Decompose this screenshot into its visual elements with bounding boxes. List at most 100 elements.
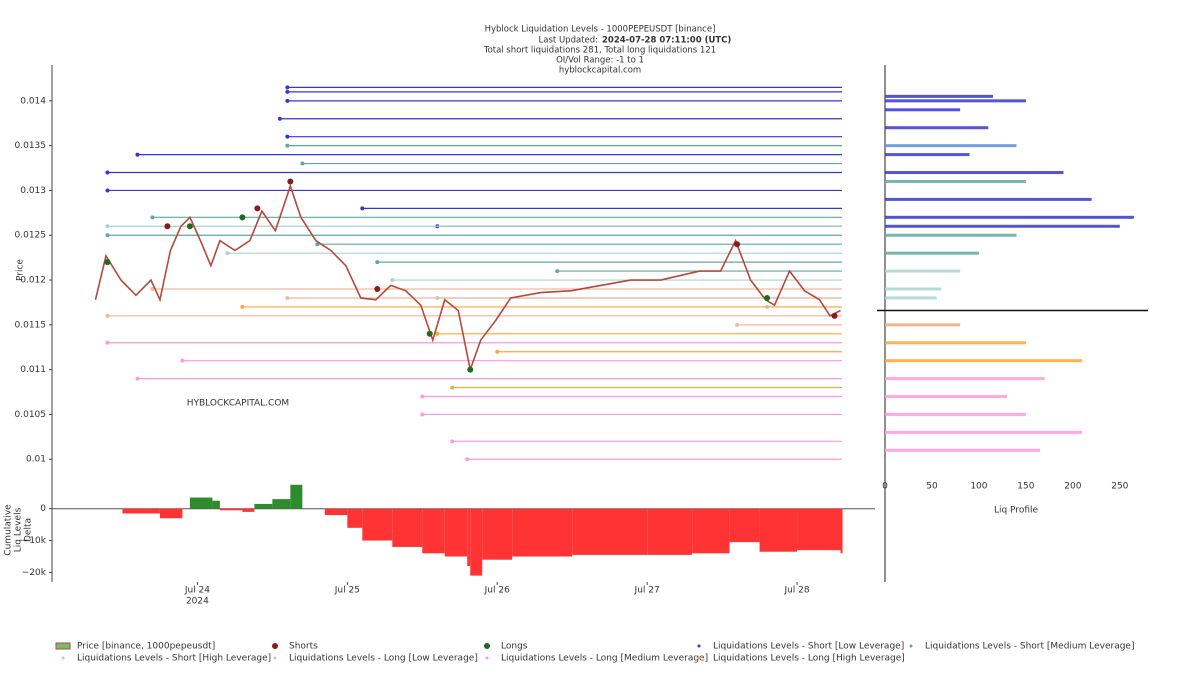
- legend-swatch: [272, 643, 278, 649]
- legend-label: Liquidations Levels - Long [Low Leverage…: [289, 654, 478, 664]
- level-start: [375, 260, 380, 265]
- delta-bar: [159, 508, 183, 519]
- y-axis-label: Cumulative: [4, 504, 14, 556]
- profile-bar: [885, 251, 979, 255]
- level-start: [450, 439, 455, 444]
- delta-bar: [219, 508, 243, 511]
- delta-bar: [254, 503, 273, 509]
- y-tick-label: −10k: [22, 536, 47, 546]
- delta-bar: [392, 508, 423, 547]
- y-tick-label: 0.0125: [15, 231, 47, 241]
- level-start: [105, 188, 110, 193]
- y-tick-label: −20k: [22, 568, 47, 578]
- y-axis-label: Liq Levels: [14, 507, 24, 552]
- legend-label: Liquidations Levels - Short [Medium Leve…: [925, 642, 1134, 652]
- profile-bar: [885, 412, 1026, 416]
- watermark: HYBLOCKCAPITAL.COM: [187, 399, 289, 409]
- legend-label: Liquidations Levels - Short [High Levera…: [77, 654, 271, 664]
- updated-label: Last Updated:: [539, 36, 598, 46]
- updated-value: 2024-07-28 07:11:00 (UTC): [602, 36, 731, 46]
- profile-bar: [885, 179, 1026, 183]
- profile-bar: [885, 108, 961, 112]
- x-tick-label: Jul 24: [184, 586, 210, 596]
- profile-bar: [885, 359, 1083, 363]
- subtitle: hyblockcapital.com: [559, 66, 641, 76]
- y-tick-label: 0.014: [20, 96, 46, 106]
- level-start: [735, 322, 740, 327]
- marker: [764, 294, 771, 301]
- level-start: [420, 394, 425, 399]
- legend-swatch: [55, 642, 71, 650]
- profile-bar: [885, 341, 1026, 345]
- level-start: [420, 412, 425, 417]
- level-start: [105, 340, 110, 345]
- delta-bar: [759, 508, 798, 552]
- level-start: [180, 358, 185, 363]
- x-tick-label: 250: [1111, 482, 1128, 492]
- y-tick-label: 0.0115: [15, 320, 47, 330]
- legend-label: Shorts: [289, 642, 318, 652]
- level-start: [135, 152, 140, 157]
- marker: [287, 178, 294, 185]
- level-start: [285, 98, 290, 103]
- profile-bar: [885, 287, 942, 291]
- marker: [467, 366, 474, 373]
- x-tick-label: Jul 25: [334, 586, 360, 596]
- marker: [734, 241, 741, 248]
- level-start: [150, 215, 155, 220]
- level-start: [495, 349, 500, 354]
- delta-bar: [422, 508, 445, 554]
- legend-swatch: [273, 656, 277, 660]
- y-tick-label: 0: [40, 504, 46, 514]
- level-start: [360, 206, 365, 211]
- x-tick-label: 0: [882, 482, 888, 492]
- profile-bar: [885, 323, 961, 327]
- profile-bar: [885, 448, 1040, 452]
- delta-bar: [797, 508, 841, 551]
- x-tick-label: Jul 28: [783, 586, 809, 596]
- level-start: [285, 295, 290, 300]
- delta-bar: [840, 508, 843, 554]
- delta-bar: [272, 499, 291, 509]
- legend-label: Longs: [501, 642, 528, 652]
- x-tick-label: 100: [970, 482, 987, 492]
- marker: [254, 205, 261, 212]
- level-start: [225, 251, 230, 256]
- y-tick-label: 0.013: [20, 186, 46, 196]
- level-start: [105, 233, 110, 238]
- y-tick-label: 0.012: [20, 276, 46, 286]
- legend-label: Price [binance, 1000pepeusdt]: [77, 642, 215, 652]
- legend-swatch: [697, 644, 701, 648]
- delta-bar: [122, 508, 160, 514]
- marker: [426, 330, 433, 337]
- delta-bar: [647, 508, 693, 555]
- level-start: [285, 134, 290, 139]
- legend-swatch: [485, 656, 489, 660]
- level-start: [150, 287, 155, 292]
- y-axis-label: Delta: [24, 518, 34, 542]
- level-start: [285, 143, 290, 148]
- legend-swatch: [909, 644, 913, 648]
- level-start: [450, 385, 455, 390]
- profile-bar: [885, 296, 937, 300]
- x-year-label: 2024: [186, 597, 209, 607]
- chart-title: Hyblock Liquidation Levels - 1000PEPEUSD…: [485, 25, 716, 35]
- profile-bar: [885, 233, 1017, 237]
- legend-label: Liquidations Levels - Short [Low Leverag…: [713, 642, 904, 652]
- delta-bar: [242, 508, 255, 512]
- marker: [374, 286, 381, 293]
- x-tick-label: Jul 27: [634, 586, 660, 596]
- delta-bar: [444, 508, 468, 557]
- level-start: [555, 269, 560, 274]
- profile-bar: [885, 269, 961, 273]
- marker: [104, 259, 111, 266]
- level-start: [435, 331, 440, 336]
- delta-bar: [512, 508, 573, 557]
- legend-swatch: [697, 656, 701, 660]
- level-start: [105, 170, 110, 175]
- delta-bar: [467, 508, 471, 567]
- level-start: [277, 116, 282, 121]
- profile-bar: [885, 377, 1045, 381]
- delta-bar: [692, 508, 730, 554]
- legend-swatch: [484, 643, 490, 649]
